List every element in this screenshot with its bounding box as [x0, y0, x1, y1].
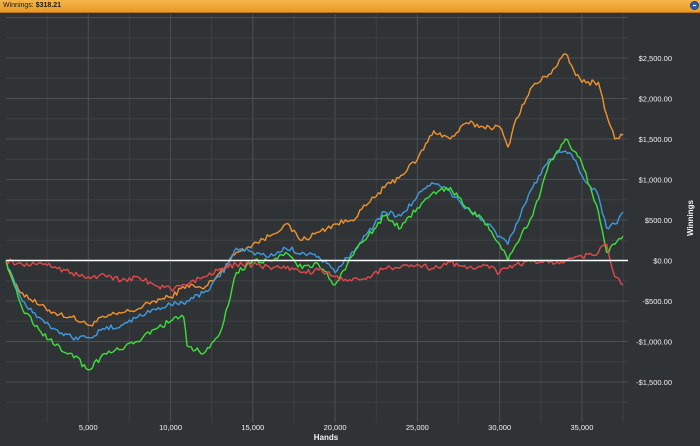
title-label: Winnings:	[3, 2, 34, 9]
y-tick-label: -$1,500.00	[636, 378, 672, 387]
y-tick-label: -$500.00	[642, 297, 672, 306]
y-tick-label: -$1,000.00	[636, 338, 672, 347]
x-axis-ticks: 5,000 10,000 15,000 20,000 25,000 30,000 35,00…	[79, 423, 594, 432]
x-tick-label: 15,000	[241, 423, 264, 432]
chart-series	[5, 53, 624, 371]
series-line-4	[5, 243, 624, 292]
window-titlebar: Winnings: $318.21	[0, 0, 700, 13]
y-tick-label: $500.00	[645, 216, 672, 225]
x-tick-label: 25,000	[406, 423, 429, 432]
y-axis-title: Winnings	[686, 199, 695, 235]
y-tick-label: $1,000.00	[639, 176, 672, 185]
x-axis-title: Hands	[314, 433, 339, 442]
x-tick-label: 20,000	[324, 423, 347, 432]
y-tick-label: $2,500.00	[639, 54, 672, 63]
title-value: $318.21	[35, 2, 61, 9]
y-tick-label: $0.00	[653, 257, 672, 266]
x-tick-label: 10,000	[159, 423, 182, 432]
series-line-1	[5, 53, 624, 327]
window-close-button[interactable]	[690, 1, 699, 10]
series-line-3	[5, 138, 624, 371]
y-tick-label: $2,000.00	[639, 95, 672, 104]
x-tick-label: 35,000	[570, 423, 593, 432]
x-tick-label: 30,000	[488, 423, 511, 432]
chart-background	[0, 13, 700, 446]
y-tick-label: $1,500.00	[639, 135, 672, 144]
window-title: Winnings: $318.21	[3, 0, 61, 12]
series-line-2	[5, 150, 624, 341]
x-tick-label: 5,000	[79, 423, 98, 432]
y-axis-ticks: $2,500.00 $2,000.00 $1,500.00 $1,000.00 $500…	[636, 54, 672, 387]
